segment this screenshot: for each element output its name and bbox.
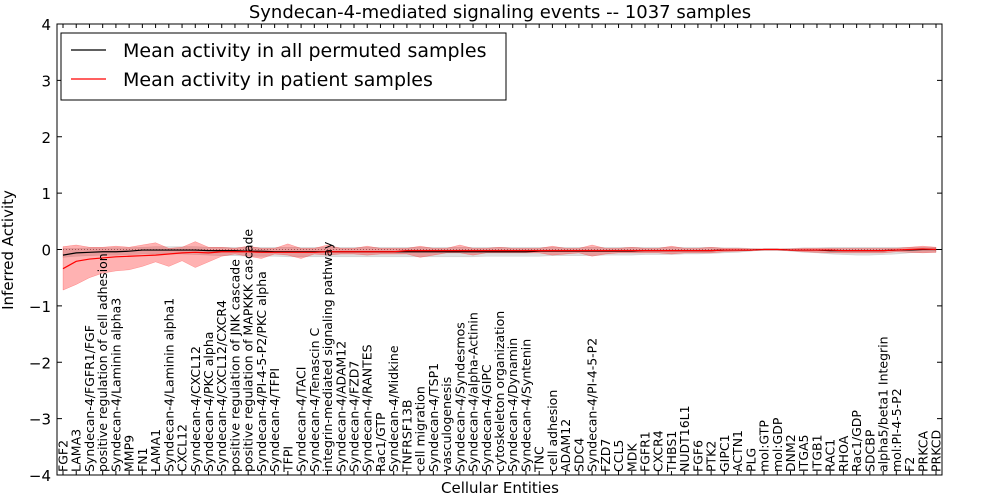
legend-permuted-label: Mean activity in all permuted samples bbox=[123, 40, 486, 62]
y-tick-label: 4 bbox=[41, 16, 51, 34]
x-tick-label: Syndecan-4/PI-4-5-P2 bbox=[585, 338, 600, 472]
x-tick-label: Syndecan-4/CXCL12/CXCR4 bbox=[214, 300, 229, 472]
x-tick-label: DNM2 bbox=[783, 434, 798, 472]
x-tick-label: ITGB1 bbox=[809, 434, 824, 472]
x-tick-label: positive regulation of cell adhesion bbox=[95, 253, 110, 472]
y-axis-ticks: −4 −3 −2 −1 0 1 2 3 4 bbox=[29, 16, 942, 485]
x-tick-label: PLG bbox=[743, 448, 758, 472]
x-tick-label: Syndecan-4/Syndesmos bbox=[452, 322, 467, 472]
legend-patient-label: Mean activity in patient samples bbox=[123, 69, 433, 91]
x-tick-label: TNFRSF13B bbox=[399, 400, 414, 473]
x-tick-label: cell migration bbox=[413, 386, 428, 472]
x-tick-label: PTK2 bbox=[704, 441, 719, 472]
series-1-line bbox=[62, 248, 937, 270]
x-tick-label: Syndecan-4/PKC alpha bbox=[201, 332, 216, 472]
x-tick-label: TNC bbox=[532, 446, 547, 473]
x-tick-label: Syndecan-4/TSP1 bbox=[426, 363, 441, 472]
x-tick-label: Syndecan-4/Midkine bbox=[386, 345, 401, 472]
x-tick-label: ITGA5 bbox=[796, 434, 811, 472]
x-tick-label: RAC1 bbox=[823, 439, 838, 472]
x-tick-label: LAMA3 bbox=[69, 429, 84, 472]
x-tick-label: MDK bbox=[624, 443, 639, 472]
x-tick-label: PRKCD bbox=[929, 430, 944, 472]
x-tick-label: CXCL12 bbox=[175, 424, 190, 472]
x-tick-label: FZD7 bbox=[598, 439, 613, 472]
y-tick-label: −4 bbox=[29, 467, 51, 485]
x-tick-label: SDCBP bbox=[862, 429, 877, 472]
x-tick-label: integrin-mediated signaling pathway bbox=[320, 241, 335, 472]
y-tick-label: 0 bbox=[41, 242, 51, 260]
x-tick-label: MMP9 bbox=[122, 435, 137, 472]
x-tick-label: RHOA bbox=[836, 435, 851, 472]
x-tick-label: ACTN1 bbox=[730, 430, 745, 472]
x-tick-label: Syndecan-4/alpha-Actinin bbox=[466, 312, 481, 472]
y-tick-label: 1 bbox=[41, 185, 51, 203]
x-tick-label: PRKCA bbox=[915, 431, 930, 472]
x-tick-label: Syndecan-4/CXCL12 bbox=[188, 346, 203, 472]
x-tick-label: mol:GDP bbox=[770, 417, 785, 472]
legend-box bbox=[60, 32, 507, 101]
y-tick-label: 2 bbox=[41, 129, 51, 147]
x-tick-label: alpha5/beta1 Integrin bbox=[876, 336, 891, 472]
x-tick-label: Syndecan-4/RANTES bbox=[360, 344, 375, 472]
y-tick-label: −3 bbox=[29, 411, 51, 429]
x-tick-label: Syndecan-4/ADAM12 bbox=[333, 341, 348, 472]
x-tick-label: positive regulation of MAPKKK cascade bbox=[241, 229, 256, 472]
x-tick-label: mol:GTP bbox=[757, 420, 772, 472]
x-tick-label: FGF2 bbox=[56, 440, 71, 472]
x-tick-label: FN1 bbox=[135, 448, 150, 473]
x-tick-label: TFPI bbox=[280, 446, 295, 473]
x-tick-label: F2 bbox=[902, 457, 917, 472]
x-tick-label: Syndecan-4/Tenascin C bbox=[307, 327, 322, 472]
x-tick-label: CCL5 bbox=[611, 440, 626, 472]
x-tick-label: Syndecan-4/Dynamin bbox=[505, 338, 520, 472]
x-tick-label: mol:PI-4-5-P2 bbox=[889, 388, 904, 472]
x-tick-label: ADAM12 bbox=[558, 419, 573, 472]
x-tick-label: cell adhesion bbox=[545, 390, 560, 472]
x-tick-label: Syndecan-4/FGFR1/FGF bbox=[82, 325, 97, 472]
x-tick-label: GIPC1 bbox=[717, 434, 732, 472]
plot-frame bbox=[56, 23, 943, 476]
series-1-band bbox=[62, 241, 937, 291]
x-tick-label: THBS1 bbox=[664, 431, 679, 473]
legend: Mean activity in all permuted samples Me… bbox=[60, 32, 507, 101]
x-tick-label: SDC4 bbox=[571, 438, 586, 472]
x-tick-label: Syndecan-4/GIPC bbox=[479, 364, 494, 472]
x-tick-label: Syndecan-4/PI-4-5-P2/PKC alpha bbox=[254, 271, 269, 472]
x-tick-label: Syndecan-4/Syntenin bbox=[518, 339, 533, 472]
x-tick-label: Syndecan-4/Laminin alpha3 bbox=[108, 298, 123, 472]
x-tick-label: NUDT16L1 bbox=[677, 405, 692, 472]
y-tick-label: −2 bbox=[29, 354, 51, 372]
x-tick-label: positive regulation of JNK cascade bbox=[227, 259, 242, 472]
x-tick-label: cytoskeleton organization bbox=[492, 311, 507, 472]
x-tick-label: Rac1/GTP bbox=[373, 412, 388, 472]
x-tick-label: LAMA1 bbox=[148, 429, 163, 472]
x-tick-label: CXCR4 bbox=[651, 430, 666, 472]
x-tick-label: Syndecan-4/Laminin alpha1 bbox=[161, 298, 176, 472]
y-axis-label: Inferred Activity bbox=[0, 190, 17, 310]
x-tick-label: vasculogenesis bbox=[439, 377, 454, 472]
y-tick-label: −1 bbox=[29, 298, 51, 316]
x-tick-label: Rac1/GDP bbox=[849, 410, 864, 472]
x-tick-label: FGFR1 bbox=[638, 431, 653, 472]
x-tick-label: Syndecan-4/TACI bbox=[294, 367, 309, 472]
x-tick-label: Syndecan-4/TFPI bbox=[267, 368, 282, 472]
x-tick-label: Syndecan-4/FZD7 bbox=[347, 361, 362, 472]
plot-area bbox=[57, 241, 942, 291]
x-tick-label: FGF6 bbox=[690, 440, 705, 472]
y-tick-label: 3 bbox=[41, 72, 51, 90]
chart-title: Syndecan-4-mediated signaling events -- … bbox=[249, 2, 751, 23]
x-axis-label: Cellular Entities bbox=[441, 479, 559, 497]
